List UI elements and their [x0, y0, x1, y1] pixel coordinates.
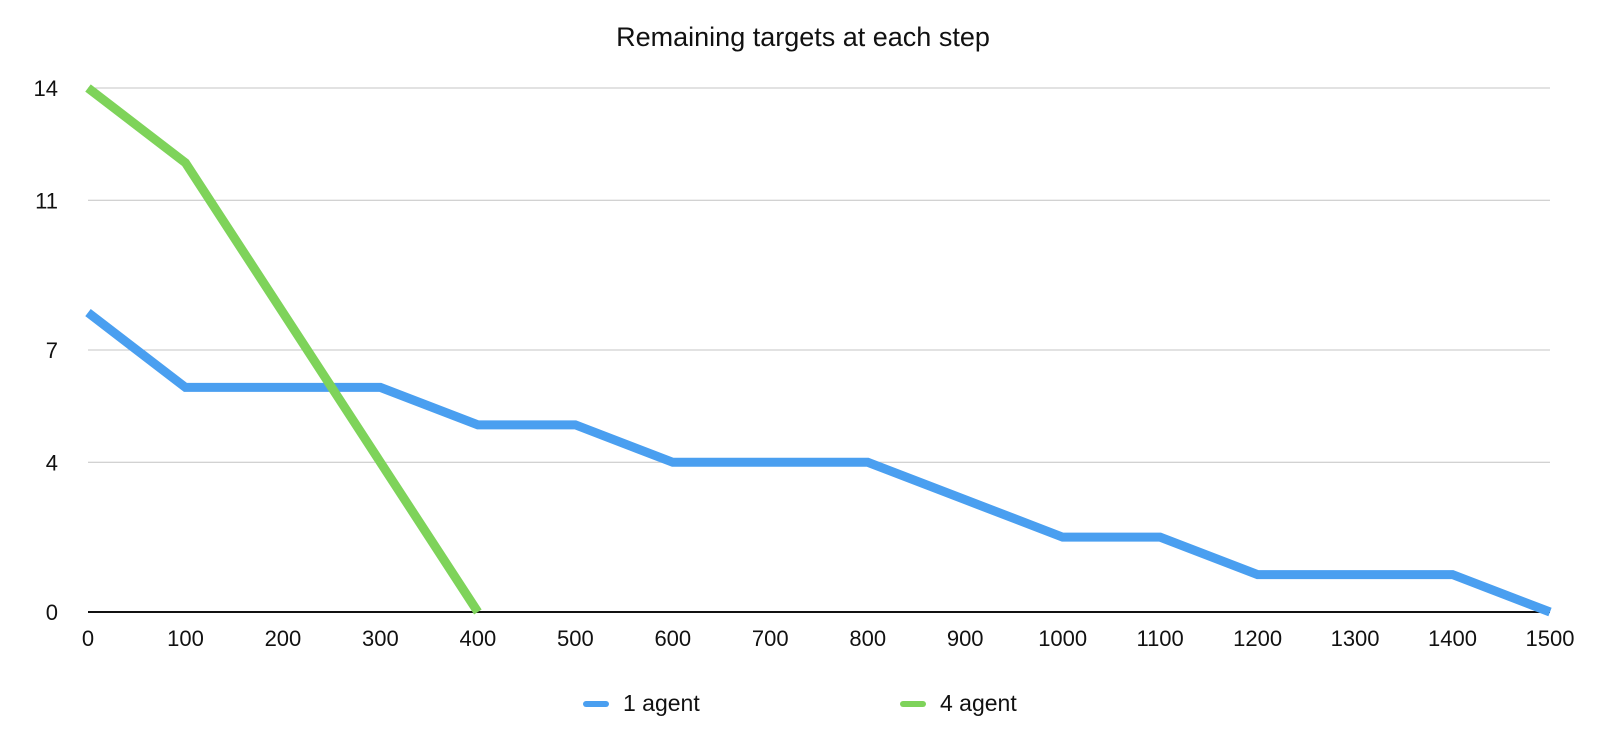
series-line-4-agent [85, 84, 482, 615]
legend-item-1-agent: 1 agent [583, 690, 700, 717]
x-tick-label-1000: 1000 [1038, 626, 1087, 651]
y-tick-label-14: 14 [34, 76, 58, 101]
x-tick-label-500: 500 [557, 626, 594, 651]
x-tick-label-700: 700 [752, 626, 789, 651]
x-tick-label-1400: 1400 [1428, 626, 1477, 651]
series-lines [85, 84, 1552, 617]
x-tick-label-1100: 1100 [1136, 626, 1183, 651]
y-tick-labels: 0 4 7 11 14 [34, 76, 58, 625]
legend-swatch-4-agent [900, 700, 926, 707]
grid-lines [88, 87, 1550, 463]
y-tick-label-7: 7 [46, 338, 58, 363]
legend-label-4-agent: 4 agent [940, 690, 1017, 716]
legend-item-4-agent: 4 agent [900, 690, 1017, 717]
x-tick-label-600: 600 [654, 626, 691, 651]
x-tick-label-1300: 1300 [1331, 626, 1380, 651]
legend-swatch-1-agent [583, 700, 609, 707]
x-tick-label-1500: 1500 [1526, 626, 1575, 651]
x-tick-labels: 0 100 200 300 400 500 600 700 800 900 1000 1100 1200… [82, 626, 1575, 651]
x-tick-label-300: 300 [362, 626, 399, 651]
y-tick-label-4: 4 [46, 450, 58, 475]
x-tick-label-200: 200 [265, 626, 302, 651]
x-tick-label-900: 900 [947, 626, 984, 651]
x-tick-label-800: 800 [849, 626, 886, 651]
chart-title: Remaining targets at each step [616, 22, 990, 52]
legend: 1 agent 4 agent [0, 690, 1606, 720]
x-tick-label-100: 100 [167, 626, 204, 651]
y-tick-label-0: 0 [46, 600, 58, 625]
x-tick-label-1200: 1200 [1233, 626, 1282, 651]
legend-label-1-agent: 1 agent [623, 690, 700, 716]
x-tick-label-0: 0 [82, 626, 94, 651]
y-tick-label-11: 11 [35, 188, 58, 213]
x-tick-label-400: 400 [460, 626, 497, 651]
